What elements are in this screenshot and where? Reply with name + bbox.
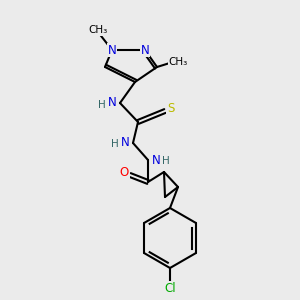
Text: O: O [119,167,129,179]
Text: H: H [98,100,106,110]
Text: N: N [121,136,129,149]
Text: CH₃: CH₃ [168,57,188,67]
Text: N: N [108,44,116,56]
Text: Cl: Cl [164,281,176,295]
Text: N: N [152,154,160,166]
Text: N: N [141,44,149,56]
Text: H: H [162,156,170,166]
Text: S: S [167,101,175,115]
Text: N: N [108,97,116,110]
Text: H: H [111,139,119,149]
Text: CH₃: CH₃ [88,25,108,35]
